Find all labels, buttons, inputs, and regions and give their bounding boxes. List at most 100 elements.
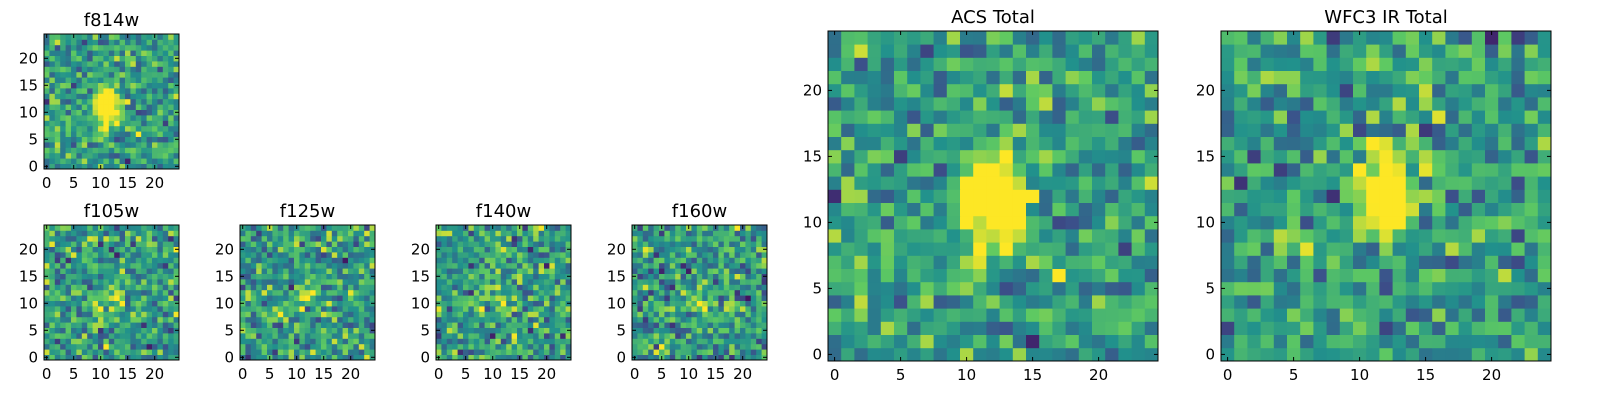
heatmap-cell <box>1458 255 1473 269</box>
heatmap-cell <box>157 354 164 361</box>
heatmap-cell <box>527 295 534 301</box>
heatmap-cell <box>659 252 665 258</box>
heatmap-cell <box>146 131 153 137</box>
heatmap-cell <box>441 306 448 312</box>
heatmap-cell <box>999 57 1014 71</box>
heatmap-cell <box>1273 57 1288 71</box>
heatmap-cell <box>141 279 147 285</box>
heatmap-cell <box>544 268 550 274</box>
heatmap-cell <box>108 306 115 312</box>
heatmap-cell <box>125 39 131 46</box>
heatmap-cell <box>103 125 110 132</box>
heatmap-cell <box>103 333 110 339</box>
heatmap-cell <box>54 163 61 170</box>
heatmap-cell <box>108 295 115 301</box>
heatmap-cell <box>1247 321 1261 335</box>
heatmap-cell <box>675 257 681 264</box>
heatmap-cell <box>907 334 921 349</box>
heatmap-cell <box>1144 281 1159 296</box>
heatmap-cell <box>152 284 158 291</box>
heatmap-cell <box>756 343 762 350</box>
heatmap-cell <box>103 273 110 280</box>
heatmap-cell <box>54 77 61 83</box>
heatmap-cell <box>522 354 529 361</box>
heatmap-cell <box>933 44 948 58</box>
heatmap-cell <box>141 262 147 269</box>
heatmap-cell <box>152 98 158 105</box>
heatmap-cell <box>1524 57 1539 71</box>
y-tick-label: 20 <box>19 49 38 67</box>
heatmap-cell <box>54 289 61 296</box>
heatmap-cell <box>49 246 56 253</box>
heatmap-cell <box>473 246 480 253</box>
heatmap-cell <box>119 306 126 312</box>
heatmap-cell <box>479 257 485 264</box>
heatmap-cell <box>1221 176 1235 190</box>
heatmap-cell <box>999 334 1014 349</box>
heatmap-cell <box>1247 202 1261 217</box>
heatmap-cell <box>304 300 311 307</box>
heatmap-cell <box>358 316 365 323</box>
heatmap-cell <box>696 349 703 355</box>
heatmap-cell <box>511 279 518 285</box>
heatmap-cell <box>1105 83 1119 98</box>
heatmap-cell <box>1432 295 1446 309</box>
heatmap-cell <box>256 316 262 323</box>
heatmap-cell <box>452 333 458 339</box>
heatmap-cell <box>533 289 539 296</box>
heatmap-cell <box>60 268 66 274</box>
heatmap-cell <box>452 322 458 328</box>
heatmap-cell <box>1118 242 1132 256</box>
heatmap-cell <box>71 109 77 116</box>
heatmap-cell <box>315 289 322 296</box>
heatmap-cell <box>173 120 180 127</box>
heatmap-cell <box>1405 268 1420 283</box>
heatmap-cell <box>135 147 142 154</box>
heatmap-cell <box>1419 149 1433 164</box>
heatmap-cell <box>261 300 268 307</box>
heatmap-cell <box>986 268 1000 283</box>
heatmap-cell <box>277 262 284 269</box>
heatmap-cell <box>76 109 83 116</box>
heatmap-cell <box>1471 268 1486 283</box>
heatmap-cell <box>463 343 469 350</box>
heatmap-cell <box>920 97 934 111</box>
heatmap-cell <box>1313 202 1327 217</box>
heatmap-cell <box>686 235 692 242</box>
heatmap-cell <box>648 262 654 269</box>
heatmap-cell <box>452 289 458 296</box>
heatmap-cell <box>337 279 343 285</box>
heatmap-cell <box>490 252 496 258</box>
heatmap-cell <box>632 316 638 323</box>
heatmap-cell <box>457 246 464 253</box>
heatmap-cell <box>729 349 735 355</box>
heatmap-cell <box>999 281 1014 296</box>
x-tick-label: 5 <box>69 365 79 383</box>
heatmap-cell <box>87 284 93 291</box>
heatmap-cell <box>1326 242 1341 256</box>
heatmap-cell <box>653 327 660 334</box>
heatmap-cell <box>506 343 512 350</box>
heatmap-cell <box>707 289 714 296</box>
heatmap-cell <box>256 300 262 307</box>
heatmap-cell <box>1537 31 1552 45</box>
heatmap-cell <box>342 262 349 269</box>
heatmap-cell <box>1078 44 1093 58</box>
heatmap-cell <box>98 88 104 94</box>
heatmap-cell <box>315 257 322 264</box>
heatmap-cell <box>240 289 246 296</box>
heatmap-cell <box>506 311 512 318</box>
heatmap-cell <box>522 333 529 339</box>
heatmap-cell <box>65 295 72 301</box>
heatmap-cell <box>680 316 687 323</box>
y-tick-label: 5 <box>28 130 38 148</box>
heatmap-cell <box>1078 215 1093 230</box>
heatmap-cell <box>348 349 354 355</box>
heatmap-cell <box>907 189 921 203</box>
heatmap-cell <box>1524 189 1539 203</box>
heatmap-cell <box>49 273 56 280</box>
heatmap-cell <box>1379 31 1393 45</box>
heatmap-cell <box>152 289 158 296</box>
heatmap-cell <box>321 300 327 307</box>
heatmap-cell <box>157 61 164 67</box>
